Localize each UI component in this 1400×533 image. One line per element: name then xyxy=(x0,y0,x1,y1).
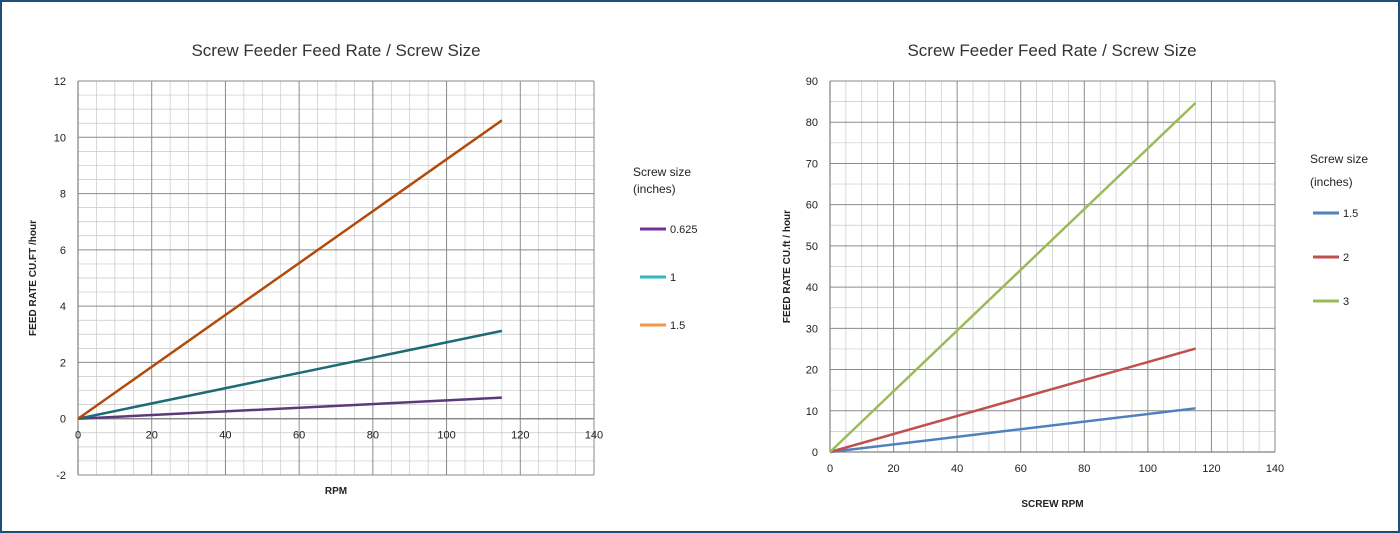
legend-label-3: 3 xyxy=(1343,296,1349,308)
y-tick-label: 0 xyxy=(60,414,66,426)
y-tick-label: 70 xyxy=(806,158,818,170)
series-line-1 xyxy=(77,329,503,420)
legend: Screw size (inches) 1.5 2 3 xyxy=(1310,152,1368,308)
legend-title-sub: (inches) xyxy=(1310,175,1353,189)
y-tick-label: 90 xyxy=(806,76,818,88)
x-tick-label: 20 xyxy=(146,430,158,442)
x-tick-label: 40 xyxy=(951,463,963,475)
legend-label-1.5: 1.5 xyxy=(670,320,685,332)
y-tick-label: 2 xyxy=(60,357,66,369)
series-line-1.5 xyxy=(829,407,1196,454)
y-tick-label: 20 xyxy=(806,365,818,377)
y-tick-label: 0 xyxy=(812,447,818,459)
legend-title-sub: (inches) xyxy=(633,182,676,196)
x-tick-label: 120 xyxy=(511,430,529,442)
y-tick-label: 30 xyxy=(806,323,818,335)
series-line-2 xyxy=(829,347,1196,454)
y-tick-label: 50 xyxy=(806,241,818,253)
gridlines xyxy=(829,80,1276,453)
y-axis-label: FEED RATE CU.FT /hour xyxy=(28,220,39,336)
x-tick-label: 140 xyxy=(585,430,603,442)
y-tick-label: 12 xyxy=(54,76,66,88)
series-line-3 xyxy=(829,101,1197,453)
x-tick-label: 80 xyxy=(1078,463,1090,475)
x-axis-label: RPM xyxy=(325,486,347,497)
x-tick-label: 120 xyxy=(1202,463,1220,475)
y-axis-label: FEED RATE CU.ft / hour xyxy=(782,210,793,323)
x-axis-label: SCREW RPM xyxy=(1021,499,1083,510)
y-tick-label: -2 xyxy=(56,470,66,482)
legend-label-2: 2 xyxy=(1343,252,1349,264)
series-line-0.625 xyxy=(77,396,502,420)
legend-label-1: 1 xyxy=(670,272,676,284)
y-tick-label: 40 xyxy=(806,282,818,294)
chart-title: Screw Feeder Feed Rate / Screw Size xyxy=(907,41,1196,60)
legend: Screw size (inches) 0.625 1 1.5 xyxy=(633,165,698,332)
legend-label-0.625: 0.625 xyxy=(670,224,698,236)
x-tick-label: 140 xyxy=(1266,463,1284,475)
y-tick-label: 8 xyxy=(60,189,66,201)
x-tick-label: 0 xyxy=(827,463,833,475)
y-tick-label: 10 xyxy=(54,132,66,144)
y-tick-label: 6 xyxy=(60,245,66,257)
x-tick-label: 60 xyxy=(1015,463,1027,475)
series-line-1.5 xyxy=(77,119,503,420)
x-tick-label: 80 xyxy=(367,430,379,442)
x-tick-label: 60 xyxy=(293,430,305,442)
legend-label-1.5: 1.5 xyxy=(1343,208,1358,220)
x-tick-label: 100 xyxy=(1139,463,1157,475)
legend-title: Screw size xyxy=(633,165,691,179)
chart-title: Screw Feeder Feed Rate / Screw Size xyxy=(191,41,480,60)
y-tick-label: 60 xyxy=(806,200,818,212)
x-tick-label: 0 xyxy=(75,430,81,442)
x-tick-label: 40 xyxy=(219,430,231,442)
y-tick-label: 80 xyxy=(806,117,818,129)
x-tick-label: 100 xyxy=(437,430,455,442)
y-tick-label: 4 xyxy=(60,301,66,313)
x-tick-label: 20 xyxy=(887,463,899,475)
legend-title: Screw size xyxy=(1310,152,1368,166)
y-tick-label: 10 xyxy=(806,406,818,418)
